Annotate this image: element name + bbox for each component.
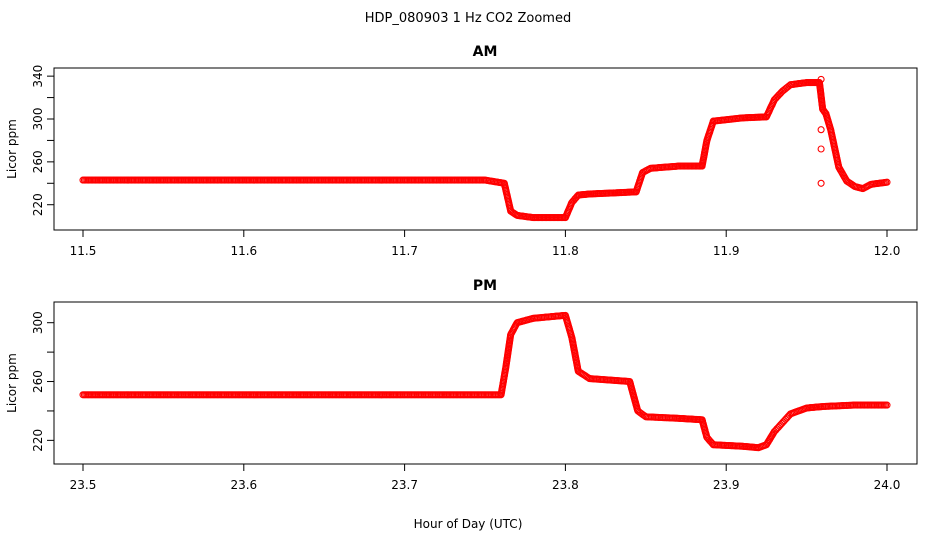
pm-data-point (883, 401, 891, 409)
pm-x-axis: 23.5 23.6 23.7 23.8 23.9 24.0 (70, 463, 901, 492)
am-data-points (79, 75, 891, 222)
am-y-axis-label: Licor ppm (5, 119, 19, 179)
am-x-tick-label: 11.6 (230, 244, 257, 258)
am-y-tick-label: 340 (31, 65, 45, 88)
pm-x-tick-label: 23.9 (713, 478, 740, 492)
pm-y-tick-label: 220 (31, 429, 45, 452)
pm-y-tick-label: 300 (31, 311, 45, 334)
pm-y-axis: 220 260 300 (31, 311, 55, 452)
pm-x-tick-label: 24.0 (874, 478, 901, 492)
am-y-axis: 220 260 300 340 (31, 65, 55, 216)
pm-x-tick-label: 23.8 (552, 478, 579, 492)
x-axis-label: Hour of Day (UTC) (414, 517, 523, 531)
am-data-point (817, 75, 825, 83)
am-panel: AM Licor ppm 11.5 11.6 11.7 11.8 11.9 12.0 22… (5, 44, 918, 258)
am-x-tick-label: 12.0 (874, 244, 901, 258)
pm-y-tick-label: 260 (31, 370, 45, 393)
am-plot-frame (53, 67, 918, 231)
am-x-tick-label: 11.8 (552, 244, 579, 258)
am-x-tick-label: 11.5 (70, 244, 97, 258)
am-data-point (817, 126, 825, 134)
pm-y-axis-label: Licor ppm (5, 353, 19, 413)
am-data-point (817, 145, 825, 153)
pm-x-tick-label: 23.5 (70, 478, 97, 492)
pm-data-points (79, 311, 891, 452)
am-data-point (817, 179, 825, 187)
pm-x-tick-label: 23.6 (230, 478, 257, 492)
pm-x-tick-label: 23.7 (391, 478, 418, 492)
am-x-axis: 11.5 11.6 11.7 11.8 11.9 12.0 (70, 229, 901, 258)
am-y-tick-label: 220 (31, 193, 45, 216)
am-data-point (883, 178, 891, 186)
pm-panel: PM Licor ppm 23.5 23.6 23.7 23.8 23.9 24.0 22… (5, 278, 918, 492)
am-y-tick-label: 300 (31, 108, 45, 131)
pm-panel-title: PM (473, 278, 497, 294)
am-x-tick-label: 11.9 (713, 244, 740, 258)
am-x-tick-label: 11.7 (391, 244, 418, 258)
figure-title: HDP_080903 1 Hz CO2 Zoomed (365, 11, 571, 26)
pm-plot-frame (53, 301, 918, 465)
am-panel-title: AM (473, 44, 498, 60)
am-y-tick-label: 260 (31, 150, 45, 173)
